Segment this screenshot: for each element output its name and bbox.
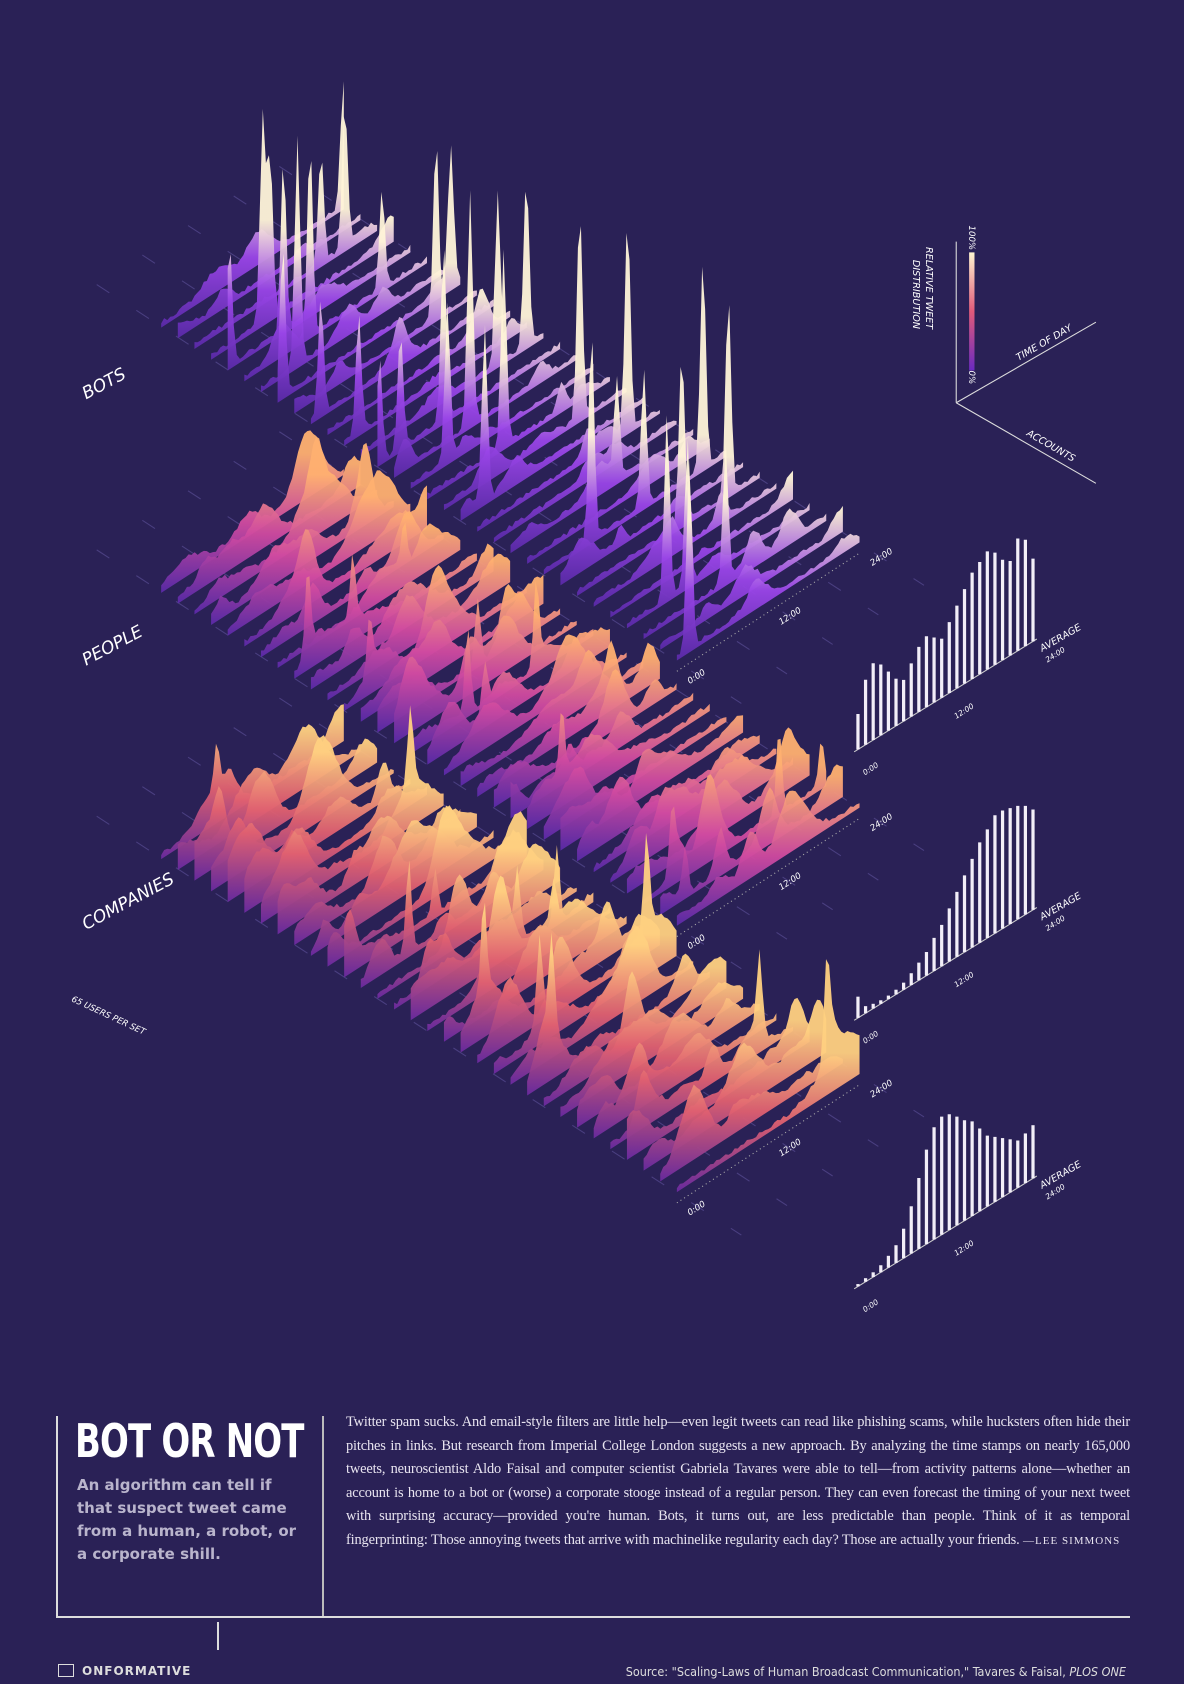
grid-line — [96, 549, 742, 970]
average-tick-label: 12:00 — [952, 1238, 975, 1257]
ridge — [493, 669, 677, 808]
grid-line — [279, 697, 925, 1118]
axis-tick-label: 12:00 — [777, 1137, 804, 1159]
ridge — [344, 315, 527, 446]
group-label: PEOPLE — [79, 622, 146, 670]
ridge — [360, 829, 544, 989]
ridge — [610, 470, 794, 618]
average-tick-label: 12:00 — [952, 970, 975, 989]
ridge — [294, 151, 477, 414]
legend-max: 100% — [966, 226, 976, 251]
ridge — [493, 420, 677, 543]
axis-tick-label: 24:00 — [869, 546, 896, 568]
group-label: COMPANIES — [79, 869, 178, 934]
ridge — [477, 232, 660, 532]
ridge — [260, 705, 444, 924]
grid-line — [96, 815, 742, 1236]
average-axis — [853, 907, 1038, 1021]
ridge — [177, 455, 361, 604]
ridge — [477, 913, 660, 1064]
ridge — [676, 790, 860, 926]
legend-axis — [955, 321, 1097, 404]
average-tick-label: 12:00 — [952, 701, 975, 720]
ridge — [643, 738, 827, 905]
grid-line — [142, 786, 788, 1206]
legend-title: DISTRIBUTION — [910, 260, 921, 329]
users-per-set: 65 USERS PER SET — [70, 995, 148, 1038]
axis-tick-label: 0:00 — [686, 933, 708, 952]
average-tick-label: 0:00 — [861, 1297, 880, 1314]
ridge — [410, 580, 594, 754]
ridge — [443, 877, 627, 1042]
ridge — [427, 875, 610, 1032]
ridge — [443, 226, 627, 511]
axis-tick-label: 24:00 — [869, 812, 896, 834]
average-tick-label: 0:00 — [861, 1029, 880, 1046]
ridge — [161, 430, 344, 593]
ridge — [460, 324, 644, 521]
average-axis — [853, 638, 1038, 753]
ridge — [660, 764, 843, 916]
ridge — [510, 376, 694, 554]
ridge — [194, 436, 378, 615]
ridge — [377, 250, 561, 468]
legend-gradient — [969, 252, 975, 371]
ridge — [660, 505, 843, 650]
ridge — [327, 288, 511, 435]
ridge — [244, 160, 427, 382]
ridge — [460, 649, 644, 787]
ridge — [527, 932, 710, 1096]
ridge — [676, 959, 860, 1193]
ridge — [327, 805, 511, 967]
ridge — [610, 949, 794, 1150]
axis-line — [676, 1084, 860, 1204]
ridge — [410, 302, 594, 489]
ridge — [194, 116, 378, 350]
average-axis — [853, 1175, 1038, 1290]
axis-tick-label: 0:00 — [686, 1199, 708, 1218]
axis-line — [676, 817, 860, 937]
ridge — [161, 704, 344, 860]
ridge — [227, 470, 411, 636]
legend-axis — [955, 402, 1097, 484]
ridge — [244, 485, 427, 647]
axis-tick-label: 12:00 — [777, 871, 804, 893]
legend-min: 0% — [966, 371, 976, 385]
average-tick-label: 0:00 — [861, 760, 880, 777]
ridge — [676, 459, 860, 661]
axis-tick-label: 12:00 — [777, 605, 804, 627]
ridge — [211, 442, 394, 626]
grid-line — [142, 254, 788, 675]
ridge — [527, 435, 710, 564]
ridge — [643, 443, 827, 640]
ridge — [560, 462, 744, 586]
ridge — [626, 997, 810, 1160]
ridge — [344, 811, 527, 978]
ridge — [260, 135, 444, 393]
ridge — [277, 522, 461, 669]
axis-tick-label: 24:00 — [869, 1078, 896, 1100]
ridge — [377, 843, 561, 999]
axis-line — [676, 552, 860, 672]
grid-line — [279, 166, 925, 586]
legend-time: TIME OF DAY — [1015, 322, 1076, 363]
ridge — [394, 190, 577, 478]
legend-title: RELATIVE TWEET — [923, 247, 934, 330]
axis-tick-label: 0:00 — [686, 667, 708, 686]
ridge — [543, 266, 727, 575]
ridge — [626, 415, 810, 629]
group-label: BOTS — [79, 364, 130, 404]
ridge — [660, 1056, 843, 1182]
ridge — [493, 832, 677, 1074]
legend: 100% 0% RELATIVE TWEET DISTRIBUTION TIME… — [910, 226, 1097, 484]
ridge — [360, 190, 544, 457]
grid-line — [96, 284, 742, 704]
